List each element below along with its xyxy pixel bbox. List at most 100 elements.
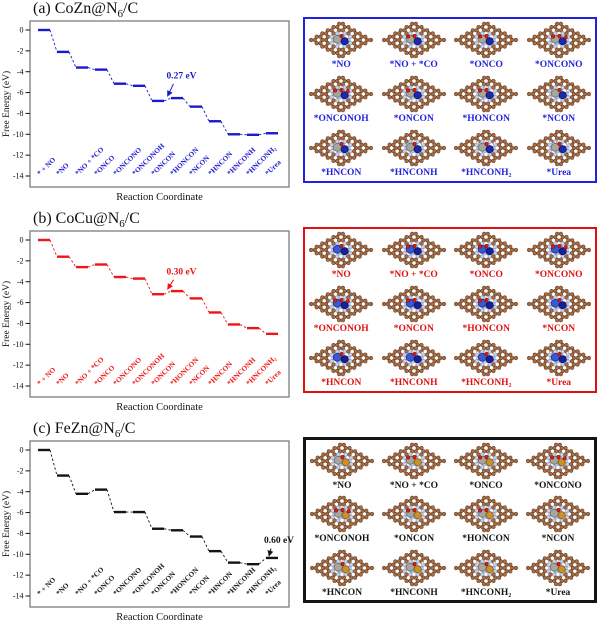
carbon-atom <box>430 349 435 354</box>
carbon-atom <box>508 95 513 100</box>
nitrogen-atom <box>408 518 413 523</box>
nitrogen-atom <box>415 241 420 246</box>
oxygen-atom <box>345 89 350 94</box>
carbon-atom <box>574 572 579 577</box>
carbon-atom <box>547 155 552 160</box>
step-connector <box>87 264 96 268</box>
y-tick-label: -8 <box>17 319 24 328</box>
carbon-atom <box>354 31 359 36</box>
carbon-atom <box>432 251 437 256</box>
carbon-atom <box>326 257 331 262</box>
carbon-atom <box>558 257 563 262</box>
carbon-atom <box>537 505 542 510</box>
carbon-atom <box>402 82 407 87</box>
metal-atom-2 <box>558 91 567 100</box>
carbon-atom <box>557 468 562 473</box>
nitrogen-atom <box>552 559 557 564</box>
carbon-atom <box>391 244 396 249</box>
carbon-atom <box>491 342 496 348</box>
molecule-label: *NO + *CO <box>389 60 438 70</box>
carbon-atom <box>419 31 424 36</box>
carbon-atom <box>398 311 403 316</box>
carbon-atom <box>571 295 576 300</box>
carbon-atom <box>463 509 468 514</box>
nitrogen-atom <box>329 305 334 310</box>
carbon-atom <box>338 581 343 586</box>
nitrogen-atom <box>330 455 335 460</box>
oxygen-atom <box>340 508 345 513</box>
x-axis-title: Reaction Coordinate <box>116 612 203 623</box>
carbon-atom <box>575 349 580 354</box>
carbon-atom <box>324 254 329 259</box>
carbon-atom <box>413 339 418 344</box>
carbon-atom <box>346 31 351 36</box>
carbon-atom <box>430 98 435 103</box>
carbon-atom <box>357 355 363 361</box>
carbon-atom <box>424 47 429 52</box>
carbon-atom <box>497 455 502 460</box>
carbon-atom <box>548 505 553 510</box>
nitrogen-atom <box>421 149 426 154</box>
carbon-atom <box>348 365 353 370</box>
step-connector <box>144 511 153 529</box>
carbon-atom <box>575 355 580 361</box>
carbon-atom <box>459 359 465 364</box>
gallery-item: *ONCONOH <box>305 283 378 337</box>
nitrogen-atom <box>474 305 479 310</box>
carbon-atom <box>393 559 398 564</box>
carbon-atom <box>435 95 441 100</box>
oxygen-atom <box>484 88 489 93</box>
molecule-structure <box>309 231 374 269</box>
molecule-label: *HONCON <box>462 324 511 334</box>
carbon-atom <box>413 292 418 297</box>
nitrogen-atom <box>552 308 558 313</box>
carbon-atom <box>543 359 548 364</box>
carbon-atom <box>468 565 474 570</box>
hydrogen-atom <box>339 295 343 299</box>
molecule-structure <box>381 549 447 586</box>
metal-atom-1 <box>477 562 487 572</box>
carbon-atom <box>413 75 418 80</box>
carbon-atom <box>331 260 336 266</box>
carbon-atom <box>454 145 459 151</box>
carbon-atom <box>312 301 318 307</box>
carbon-atom <box>329 292 334 297</box>
carbon-atom <box>537 452 542 457</box>
carbon-atom <box>463 244 468 249</box>
carbon-atom <box>554 108 559 113</box>
carbon-atom <box>485 442 490 447</box>
step-connector <box>68 256 77 268</box>
carbon-atom <box>558 365 563 370</box>
carbon-atom <box>482 108 487 113</box>
y-tick-label: -2 <box>17 46 24 55</box>
carbon-atom <box>396 241 401 246</box>
metal-atom-1 <box>333 244 342 254</box>
nitrogen-atom <box>329 359 334 364</box>
carbon-atom <box>532 149 537 154</box>
carbon-atom <box>525 512 531 517</box>
molecule-label: *ONCON <box>393 114 434 124</box>
carbon-atom <box>508 562 513 567</box>
carbon-atom <box>558 238 563 243</box>
carbon-atom <box>537 44 543 49</box>
carbon-atom <box>536 41 541 46</box>
carbon-atom <box>480 471 485 477</box>
carbon-atom <box>353 575 358 580</box>
carbon-atom <box>419 241 424 246</box>
carbon-atom <box>385 355 390 361</box>
carbon-atom <box>497 101 502 106</box>
molecule-label: *NCON <box>542 324 576 334</box>
carbon-atom <box>435 251 441 256</box>
nitrogen-atom <box>335 349 340 354</box>
carbon-atom <box>548 445 553 451</box>
carbon-atom <box>532 251 537 256</box>
carbon-atom <box>476 342 481 348</box>
carbon-atom <box>530 145 535 151</box>
molecule-label: *HNCON <box>321 587 363 598</box>
carbon-atom <box>537 152 543 157</box>
carbon-atom <box>430 85 435 90</box>
carbon-atom <box>363 352 368 357</box>
carbon-atom <box>347 559 352 564</box>
carbon-atom <box>346 139 351 144</box>
carbon-atom <box>358 565 363 570</box>
